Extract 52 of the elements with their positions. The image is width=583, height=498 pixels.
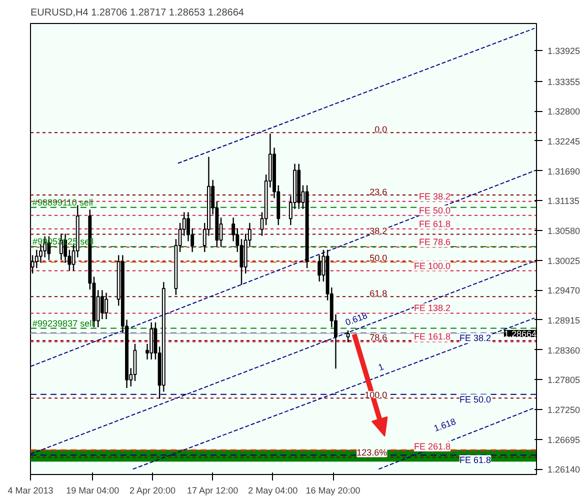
annotation: 123.6%: [356, 447, 388, 458]
y-tick-label: 1.30025: [548, 256, 580, 266]
candlestick: [104, 292, 108, 320]
ref-line-label: FE 61.8: [418, 218, 450, 229]
ref-line-label: FE 161.8: [414, 332, 450, 342]
y-tick-label: 1.29470: [548, 286, 580, 296]
x-tick-label: 4 Mar 2013: [8, 486, 54, 496]
ref-line-label: FE 38.2: [459, 333, 491, 344]
ref-line-label: #99239837 sell: [32, 318, 94, 328]
y-tick-label: 1.32245: [548, 136, 580, 146]
annotation: 23.6: [370, 186, 388, 197]
annotation: 100.0: [364, 390, 388, 400]
y-tick-label: 1.26140: [548, 464, 580, 475]
annotation: 0.0: [374, 124, 388, 135]
ref-line-label: FE 50.0: [418, 205, 450, 216]
ref-line-label: FE 138.2: [414, 303, 450, 314]
ref-line-label: FE 261.8: [414, 441, 450, 452]
annotation: 38.2: [370, 226, 388, 236]
annotation: 61.8: [370, 288, 388, 299]
y-tick-label: 1.30580: [548, 226, 580, 236]
y-tick-label: 1.33925: [548, 46, 580, 56]
y-tick-label: 1.31135: [548, 196, 580, 206]
annotation: 78.6: [370, 332, 388, 343]
annotation: 1.618: [432, 416, 458, 434]
y-tick-label: 1.28360: [548, 345, 580, 356]
candlestick: [318, 254, 322, 282]
ref-line-label: FE 50.0: [459, 394, 491, 404]
ref-line-label: 1.28664: [504, 328, 537, 339]
annotation: 0.618: [344, 310, 369, 328]
x-tick-label: 19 Mar 04:00: [66, 486, 120, 496]
annotation: 50.0: [370, 253, 388, 264]
y-tick-label: 1.27250: [548, 404, 580, 415]
x-tick-label: 17 Apr 12:00: [187, 486, 238, 496]
chart-title: EURUSD,H4 1.28706 1.28717 1.28653 1.28664: [30, 8, 244, 18]
y-tick-label: 1.33355: [548, 76, 580, 87]
y-tick-label: 1.27805: [548, 375, 580, 386]
ref-line-label: FE 38.2: [418, 191, 450, 202]
ref-line-label: FE 61.8: [459, 455, 491, 466]
ref-line-label: FE 100.0: [414, 260, 450, 271]
y-tick-label: 1.26695: [548, 434, 580, 445]
candlestick: [346, 330, 350, 343]
ref-line-label: #98899110 sell: [32, 197, 93, 208]
x-tick-label: 2 May 04:00: [248, 486, 298, 496]
candlestick: [100, 290, 104, 320]
y-tick-label: 1.31690: [548, 166, 580, 176]
x-tick-label: 16 May 20:00: [306, 486, 360, 496]
x-tick-label: 2 Apr 20:00: [129, 486, 176, 496]
y-tick-label: 1.32800: [548, 106, 580, 117]
annotation: 1: [376, 362, 386, 373]
candlestick: [232, 216, 236, 242]
y-tick-label: 1.28915: [548, 315, 580, 326]
ref-line-label: FE 78.6: [418, 237, 450, 248]
